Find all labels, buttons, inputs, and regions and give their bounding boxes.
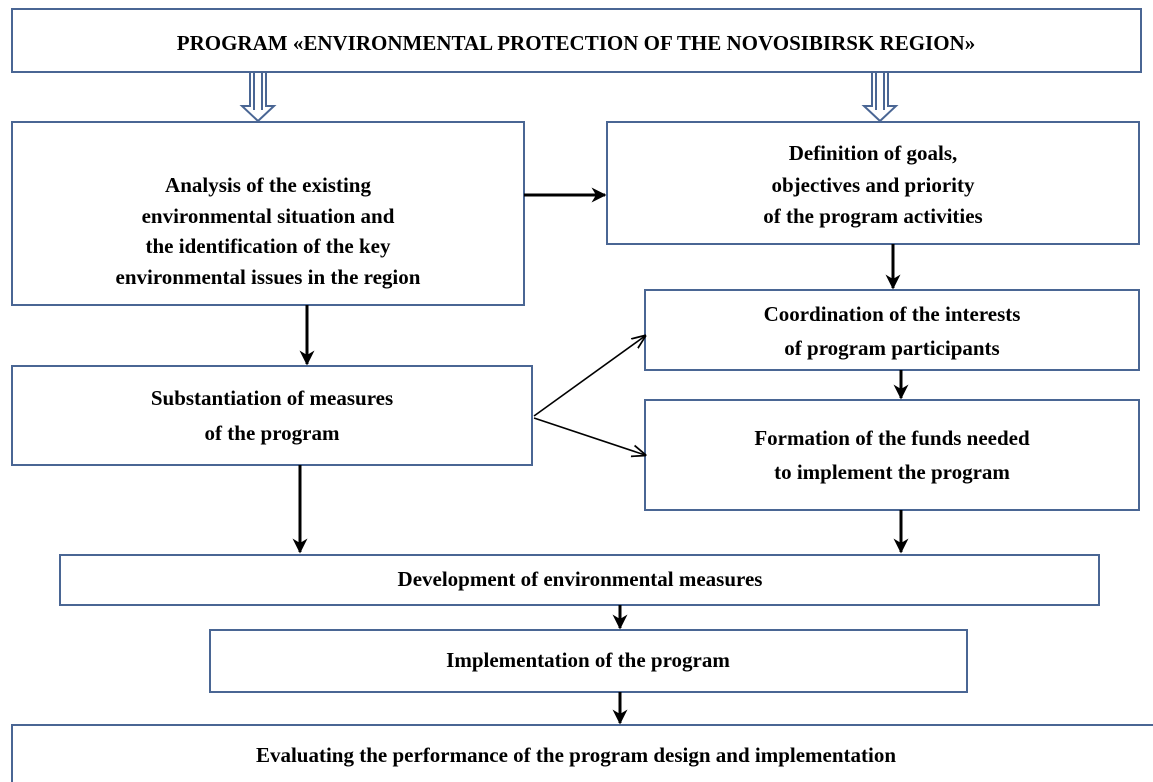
node-label: environmental issues in the region	[116, 265, 421, 289]
node-label: Coordination of the interests	[764, 302, 1021, 326]
node-label: the identification of the key	[146, 234, 391, 258]
hollow-arrow	[861, 71, 899, 123]
node-label: environmental situation and	[142, 204, 395, 228]
node-label: Development of environmental measures	[398, 567, 763, 591]
node-box	[606, 121, 1140, 245]
node-label: of program participants	[784, 336, 999, 360]
node-label: of the program	[205, 421, 340, 445]
node-label: Substantiation of measures	[151, 386, 393, 410]
hollow-arrow	[239, 71, 277, 123]
node-label: Evaluating the performance of the progra…	[256, 743, 896, 767]
node-box	[11, 365, 533, 466]
node-box	[644, 289, 1140, 371]
node-label: Analysis of the existing	[165, 173, 371, 197]
node-box	[11, 121, 525, 306]
node-box	[644, 399, 1140, 511]
node-label: Implementation of the program	[446, 648, 730, 672]
node-box	[209, 629, 968, 693]
title-box	[11, 8, 1142, 73]
node-box	[59, 554, 1100, 606]
arrow	[533, 417, 645, 455]
node-label: objectives and priority	[772, 173, 975, 197]
node-label: to implement the program	[774, 460, 1010, 484]
node-box	[11, 724, 1153, 782]
node-label: Definition of goals,	[789, 141, 958, 165]
node-label: of the program activities	[763, 204, 982, 228]
title: PROGRAM «ENVIRONMENTAL PROTECTION OF THE…	[177, 31, 975, 55]
node-label: Formation of the funds needed	[754, 426, 1030, 450]
arrow	[533, 336, 645, 417]
